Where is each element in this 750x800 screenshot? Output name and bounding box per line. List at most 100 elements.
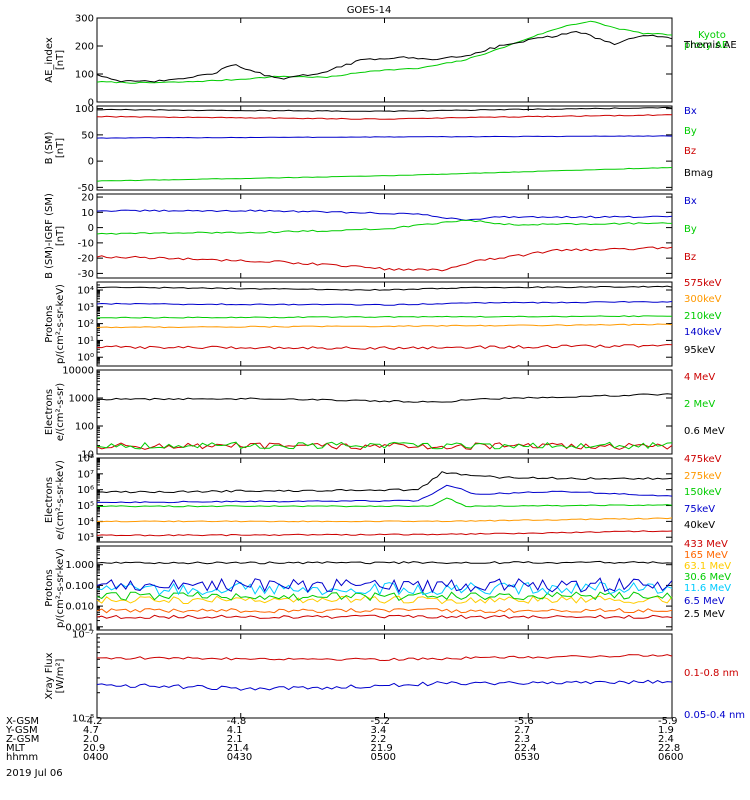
series-line [96,614,673,620]
series-line [96,595,673,605]
series-label-line: proxy AE [684,40,728,51]
y-tick-label: 0.100 [65,581,94,592]
y-axis-label: AE_index[nT] [44,37,66,83]
y-tick-label: 0 [88,223,94,234]
x-tick-label: 2.1 [227,734,243,745]
series-line [96,315,672,319]
series-line [96,591,673,602]
panel-1: 0 100 200 300 AE_index[nT] Kyoto proxy AEThemi… [44,14,737,109]
series-label: 40keV [684,520,715,531]
series-line [96,20,673,84]
y-axis-label-line: [nT] [55,138,66,158]
x-tick-label: 2.7 [514,725,530,736]
series-label: 95keV [684,345,715,356]
series-label-line: Kyoto [698,30,726,41]
panel-frame [96,281,673,367]
series-label: By [684,224,697,235]
panel-6: 10³ 10⁴ 10⁵ 10⁶ 10⁷ 10⁸ Electronse/(cm²-s-sr-k… [44,454,722,544]
x-tick-label: 21.4 [227,743,249,754]
series-label: 63.1 MeV [684,561,731,572]
series-line [96,497,673,508]
panel-frame [96,105,673,191]
y-tick-label: 50 [81,130,94,141]
y-axis-label-line: Electrons [44,477,55,523]
y-tick-label: 10⁸ [77,454,94,465]
y-axis-label-line: Electrons [44,389,55,435]
x-tick-label: 2.0 [83,734,99,745]
y-axis-label-line: [nT] [55,50,66,70]
series-line [96,114,673,120]
series-line [96,135,673,139]
y-tick-label: 0.010 [65,602,94,613]
x-tick-label: -5.9 [658,716,678,727]
series-label: 2.5 MeV [684,609,725,620]
series-line [96,560,673,565]
x-tick-label: 1.9 [658,725,674,736]
series-line [96,219,673,235]
y-tick-label: 10³ [77,533,94,544]
y-tick-label: 10⁴ [77,286,94,297]
series-line [96,300,673,306]
x-tick-label: 3.4 [371,725,387,736]
x-row-label: Z-GSM [6,734,39,745]
y-tick-label: 20 [81,193,94,204]
series-line [97,106,673,113]
series-line [96,30,673,83]
panel-3: -30 -20 -10 0 10 20 B (SM)-IGRF (SM)[nT] Bx By Bz [44,193,697,280]
series-line [97,484,673,504]
y-axis-label-line: e/(cm²-s-sr-keV) [55,460,66,540]
series-label: 0.05-0.4 nm [684,710,745,721]
panel-frame [96,457,673,543]
chart-title: GOES-14 [347,5,392,16]
x-row-label: X-GSM [6,716,39,727]
series-label: 11.6 MeV [684,583,731,594]
series-line [96,209,673,221]
y-tick-label: -20 [78,254,94,265]
panel-4: 10⁰ 10¹ 10² 10³ 10⁴ Protonsp/(cm²-s-sr-keV) 57… [44,278,722,367]
series-line [96,517,673,523]
y-axis-label-line: [nT] [55,226,66,246]
series-label: Bz [684,146,696,157]
series-line [96,679,673,691]
y-tick-label: 200 [75,42,94,53]
x-tick-label: -4.8 [227,716,247,727]
y-tick-label: 100 [75,104,94,115]
y-tick-label: 10³ [77,302,94,313]
series-line [96,441,673,450]
x-tick-label: 20.9 [83,743,105,754]
series-label: Bz [684,252,696,263]
series-line [96,167,673,182]
series-line [96,530,673,537]
y-axis-label: Xray Flux[W/m²] [44,652,66,699]
series-label: 210keV [684,311,722,322]
y-axis-label-line: Protons [44,569,55,606]
series-label: 2 MeV [684,399,715,410]
y-tick-label: 10² [77,319,94,330]
series-line [96,285,673,291]
series-line [96,246,673,272]
y-tick-label: 0 [88,98,94,109]
series-label: 30.6 MeV [684,572,731,583]
series-label: Kyoto proxy AE [684,30,728,51]
series-label: Themis AE [683,40,737,51]
y-axis-label-line: Xray Flux [44,652,55,699]
x-tick-label: 2.3 [514,734,530,745]
series-label: 475keV [684,454,722,465]
y-tick-label: -50 [78,183,94,194]
x-tick-label: -5.2 [371,716,391,727]
series-label: 75keV [684,504,715,515]
series-label: 150keV [684,487,722,498]
series-line [96,323,673,329]
y-axis-label-line: p/(cm²-s-sr-keV) [55,548,66,628]
y-tick-label: 10⁻⁸ [72,714,94,725]
y-axis-label: B (SM)[nT] [44,131,66,164]
series-label: Bmag [684,168,713,179]
series-label: Bx [684,196,697,207]
y-tick-label: 10⁰ [77,353,94,364]
y-axis-label: Electronse/(cm²-s-sr-keV) [44,460,66,540]
panel-frame [96,17,673,103]
x-row-label: MLT [6,743,26,754]
series-line [96,393,673,403]
panel-7: 0.0010.0100.1001.000Protonsp/(cm²-s-sr-k… [44,539,731,633]
